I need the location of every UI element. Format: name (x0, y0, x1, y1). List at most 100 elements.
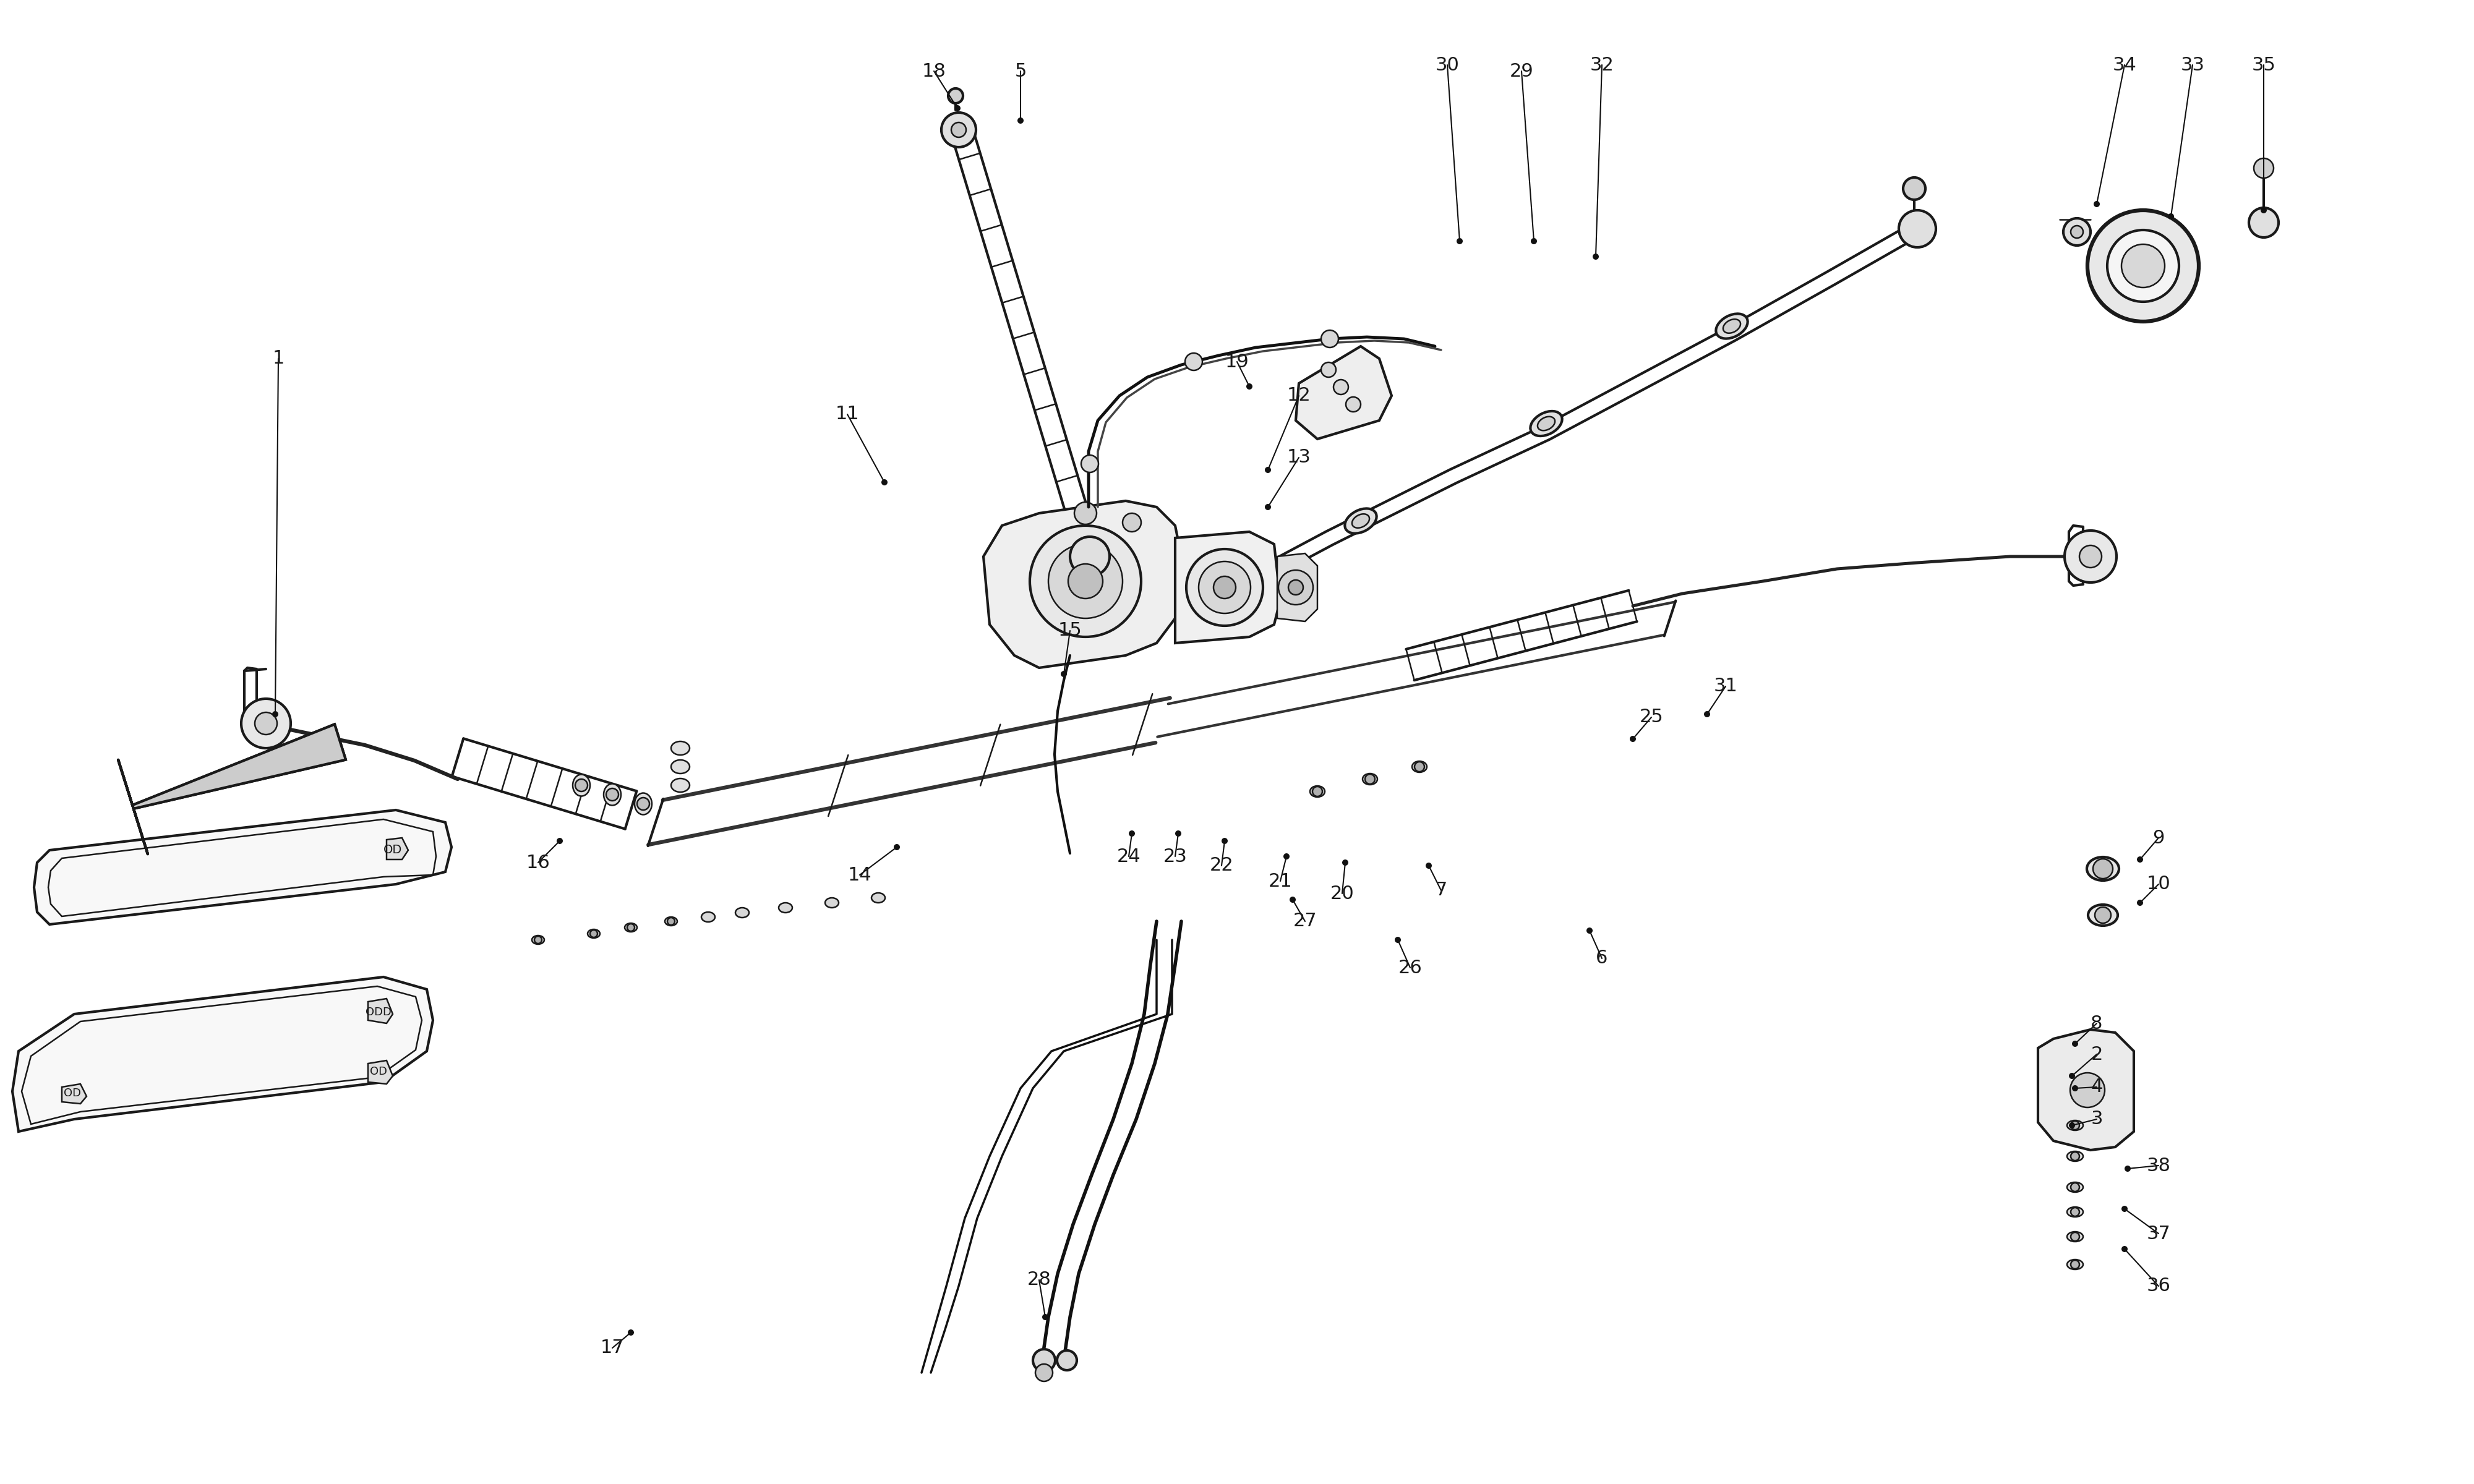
Circle shape (1185, 353, 1202, 371)
Text: 35: 35 (2251, 56, 2276, 74)
Circle shape (1128, 831, 1136, 837)
Text: 30: 30 (1435, 56, 1460, 74)
Circle shape (606, 788, 618, 801)
Polygon shape (369, 1061, 393, 1083)
Ellipse shape (779, 902, 792, 913)
Circle shape (2071, 1152, 2078, 1160)
Circle shape (1222, 838, 1227, 844)
Circle shape (2123, 1205, 2128, 1212)
Polygon shape (2039, 1030, 2133, 1150)
Ellipse shape (1413, 761, 1427, 772)
Text: 33: 33 (2180, 56, 2204, 74)
Circle shape (1017, 117, 1024, 123)
Text: 21: 21 (1269, 873, 1291, 890)
Ellipse shape (1351, 513, 1371, 528)
Text: 20: 20 (1331, 884, 1353, 902)
Text: OD: OD (371, 1066, 386, 1077)
Circle shape (1593, 254, 1598, 260)
Circle shape (1321, 362, 1336, 377)
Text: 24: 24 (1116, 847, 1141, 865)
Circle shape (2167, 214, 2175, 220)
Ellipse shape (2068, 1120, 2083, 1131)
Text: ODD: ODD (366, 1006, 391, 1018)
Circle shape (2095, 907, 2110, 923)
Circle shape (1415, 761, 1425, 772)
Text: 26: 26 (1398, 959, 1423, 976)
Circle shape (2068, 1122, 2076, 1128)
Text: 6: 6 (1596, 950, 1608, 968)
Circle shape (2123, 245, 2165, 288)
Circle shape (1049, 545, 1123, 619)
Circle shape (2138, 856, 2142, 862)
Circle shape (1056, 1350, 1076, 1370)
Text: 4: 4 (2091, 1077, 2103, 1097)
Text: 15: 15 (1059, 622, 1081, 640)
Ellipse shape (532, 935, 544, 944)
Polygon shape (985, 500, 1183, 668)
Circle shape (1264, 467, 1272, 473)
Polygon shape (119, 724, 346, 855)
Ellipse shape (604, 784, 621, 806)
Ellipse shape (574, 775, 591, 795)
Ellipse shape (2088, 856, 2118, 880)
Circle shape (2071, 1232, 2078, 1241)
Circle shape (1212, 576, 1237, 598)
Circle shape (1042, 1313, 1049, 1321)
Circle shape (893, 844, 901, 850)
Text: 12: 12 (1286, 387, 1311, 405)
Circle shape (2093, 859, 2113, 879)
Ellipse shape (2068, 1183, 2083, 1192)
Circle shape (638, 798, 648, 810)
Circle shape (1586, 927, 1593, 933)
Circle shape (2071, 1073, 2105, 1107)
Circle shape (2093, 200, 2100, 208)
Text: 23: 23 (1163, 847, 1188, 865)
Circle shape (1457, 237, 1462, 245)
Text: 16: 16 (527, 853, 549, 871)
Ellipse shape (1531, 411, 1561, 436)
Circle shape (1333, 380, 1348, 395)
Text: OD: OD (64, 1088, 82, 1098)
Circle shape (1074, 502, 1096, 524)
Circle shape (2138, 899, 2142, 905)
Circle shape (1900, 211, 1935, 248)
Circle shape (2068, 1073, 2076, 1079)
Circle shape (2071, 1120, 2078, 1129)
Circle shape (1630, 736, 1635, 742)
Circle shape (1289, 896, 1296, 902)
Text: 11: 11 (836, 405, 858, 423)
Polygon shape (369, 999, 393, 1024)
Text: 22: 22 (1210, 856, 1235, 874)
Ellipse shape (1363, 773, 1378, 785)
Circle shape (2261, 208, 2266, 214)
Circle shape (2078, 545, 2103, 567)
Ellipse shape (666, 917, 678, 926)
Ellipse shape (670, 779, 690, 792)
Polygon shape (12, 976, 433, 1131)
Ellipse shape (826, 898, 839, 908)
Circle shape (1081, 456, 1098, 472)
Circle shape (955, 105, 960, 111)
Text: 36: 36 (2147, 1278, 2170, 1296)
Circle shape (1341, 859, 1348, 865)
Circle shape (2063, 530, 2118, 582)
Ellipse shape (1722, 319, 1742, 332)
Text: 37: 37 (2147, 1224, 2170, 1242)
Text: 2: 2 (2091, 1045, 2103, 1063)
Circle shape (1903, 178, 1925, 200)
Ellipse shape (589, 929, 599, 938)
Circle shape (1279, 570, 1314, 605)
Circle shape (1197, 561, 1252, 613)
Circle shape (1188, 549, 1264, 626)
Circle shape (272, 711, 277, 717)
Circle shape (2071, 1260, 2078, 1269)
Circle shape (1311, 787, 1321, 797)
Circle shape (1247, 383, 1252, 389)
Ellipse shape (735, 908, 750, 917)
Text: 1: 1 (272, 350, 285, 368)
Circle shape (2073, 1040, 2078, 1046)
Text: 3: 3 (2091, 1110, 2103, 1128)
Circle shape (534, 936, 542, 944)
Ellipse shape (1311, 787, 1326, 797)
Circle shape (255, 712, 277, 735)
